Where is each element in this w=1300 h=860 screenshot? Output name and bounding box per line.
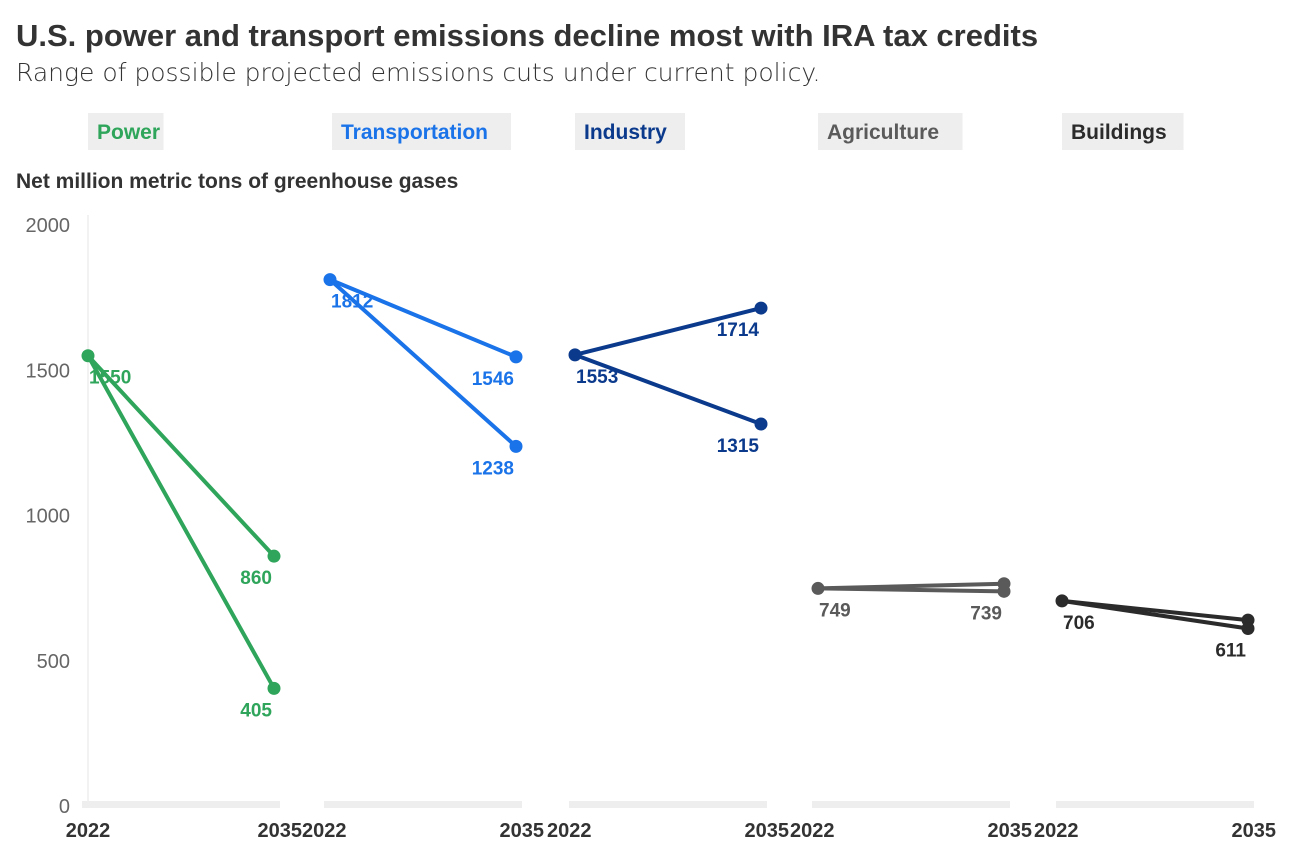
series-line	[573, 352, 763, 426]
data-label: 749	[819, 600, 851, 621]
x-tick-label: 2035	[1232, 820, 1277, 842]
y-tick-label: 1500	[26, 360, 71, 382]
data-label: 1714	[717, 320, 760, 341]
legend-power: Power	[97, 121, 160, 144]
data-point-2022	[1055, 594, 1069, 608]
data-point-2022	[323, 273, 337, 287]
x-tick-label: 2035	[988, 820, 1033, 842]
series-line	[328, 277, 518, 359]
data-label: 1550	[89, 368, 131, 389]
data-label: 1546	[472, 369, 514, 390]
data-point-2035	[267, 549, 281, 563]
series-line	[573, 306, 763, 357]
x-tick-label: 2035	[745, 820, 790, 842]
chart-title: U.S. power and transport emissions decli…	[16, 18, 1039, 53]
legend-transportation: Transportation	[341, 121, 488, 144]
series-line	[86, 353, 276, 691]
data-point-2035	[267, 681, 281, 695]
data-label: 1812	[331, 292, 373, 313]
x-tick-label: 2022	[1034, 820, 1079, 842]
data-label: 1553	[576, 367, 618, 388]
data-point-2022	[811, 581, 825, 595]
series-line	[816, 586, 1006, 594]
series-line	[328, 277, 518, 449]
legend-chip-bg	[332, 113, 511, 150]
legend-chip-bg	[575, 113, 685, 150]
legend-chip-bg	[818, 113, 963, 150]
y-tick-label: 0	[59, 796, 70, 818]
chart-subtitle: Range of possible projected emissions cu…	[16, 58, 821, 87]
x-tick-label: 2022	[547, 820, 592, 842]
data-point-2035	[754, 417, 768, 431]
series-line	[86, 353, 276, 559]
data-point-2035	[509, 350, 523, 364]
x-axis-baseline	[324, 801, 522, 808]
data-label: 739	[970, 603, 1002, 624]
x-axis-baseline	[82, 801, 280, 808]
data-point-2022	[81, 349, 95, 363]
legend-industry: Industry	[584, 121, 667, 144]
x-tick-label: 2035	[500, 820, 545, 842]
x-tick-label: 2022	[302, 820, 347, 842]
x-tick-label: 2035	[258, 820, 303, 842]
data-point-2035	[997, 584, 1011, 598]
x-axis-baseline	[812, 801, 1010, 808]
data-label: 405	[240, 700, 272, 721]
x-axis-baseline	[569, 801, 767, 808]
y-tick-label: 2000	[26, 215, 71, 237]
legend-agriculture: Agriculture	[827, 121, 939, 144]
data-label: 706	[1063, 613, 1095, 634]
data-point-2035	[1241, 622, 1255, 636]
data-label: 1238	[472, 458, 514, 479]
x-tick-label: 2022	[790, 820, 835, 842]
y-axis-label: Net million metric tons of greenhouse ga…	[16, 170, 459, 193]
x-axis-baseline	[1056, 801, 1254, 808]
y-tick-label: 1000	[26, 506, 71, 528]
y-tick-label: 500	[37, 651, 70, 673]
data-point-2022	[568, 348, 582, 362]
legend-chip-bg	[88, 113, 164, 150]
data-point-2035	[754, 301, 768, 315]
data-label: 1315	[717, 436, 760, 457]
data-label: 611	[1215, 641, 1246, 662]
data-point-2035	[509, 439, 523, 453]
series-line	[1060, 598, 1250, 631]
legend-chip-bg	[1062, 113, 1184, 150]
legend-buildings: Buildings	[1071, 121, 1167, 144]
x-tick-label: 2022	[66, 820, 111, 842]
data-label: 860	[240, 568, 272, 589]
